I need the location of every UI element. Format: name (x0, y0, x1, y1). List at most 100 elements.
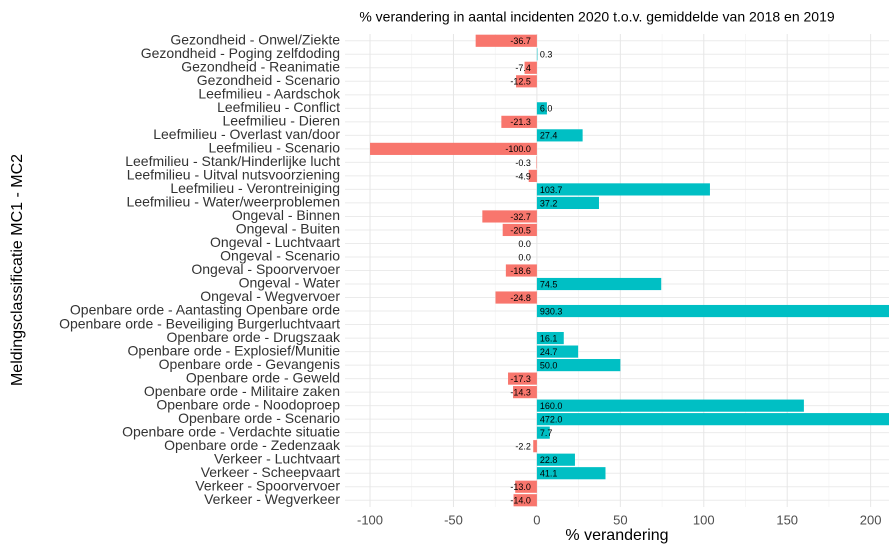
y-tick-label: Openbare orde - Verdachte situatie (122, 423, 340, 439)
y-tick-label: Openbare orde - Geweld (186, 369, 340, 385)
value-label: 103.7 (540, 185, 563, 195)
y-tick-label: Openbare orde - Beveiliging Burgerluchtv… (59, 315, 340, 331)
y-tick-label: Ongeval - Spoorvervoer (191, 261, 340, 277)
bar (501, 115, 537, 128)
value-label: -12.5 (510, 77, 531, 87)
y-tick-label: Leefmilieu - Overlast van/door (153, 126, 340, 142)
y-tick-label: Openbare orde - Zedenzaak (164, 437, 341, 453)
y-tick-label: Leefmilieu - Stank/Hinderlijke lucht (125, 153, 340, 169)
y-tick-label: Verkeer - Spoorvervoer (195, 477, 340, 493)
value-label: 50.0 (540, 360, 558, 370)
y-axis-title: Meldingsclassificatie MC1 - MC2 (9, 154, 26, 386)
bar (536, 331, 564, 345)
x-tick-label: 100 (693, 512, 715, 527)
bar (516, 75, 537, 88)
x-tick-label: 50 (613, 512, 627, 527)
bar (536, 48, 538, 61)
value-label: -2.2 (515, 442, 531, 452)
bar (536, 196, 599, 210)
y-tick-label: Leefmilieu - Dieren (223, 113, 341, 129)
value-label: -4.9 (515, 171, 531, 181)
y-tick-label: Ongeval - Water (239, 275, 341, 291)
chart-title: % verandering in aantal incidenten 2020 … (359, 9, 835, 25)
value-label: -17.3 (510, 374, 531, 384)
bar (508, 372, 537, 385)
value-label: 0.0 (518, 239, 531, 249)
y-tick-label: Openbare orde - Explosief/Munitie (128, 342, 341, 358)
value-label: 6.0 (540, 104, 553, 114)
bar (495, 291, 537, 304)
value-label: 16.1 (540, 333, 558, 343)
bar (515, 480, 537, 493)
bar (475, 34, 537, 47)
y-tick-label: Gezondheid - Scenario (197, 72, 340, 88)
value-label: 472.0 (540, 415, 563, 425)
value-label: -100.0 (505, 144, 531, 154)
bar (536, 129, 583, 142)
bar (536, 277, 662, 291)
value-label: 74.5 (540, 279, 558, 289)
value-label: -14.0 (510, 496, 531, 506)
value-label: -13.0 (510, 482, 531, 492)
x-tick-label: -50 (444, 512, 463, 527)
y-tick-label: Ongeval - Luchtvaart (210, 234, 340, 250)
y-tick-label: Ongeval - Scenario (220, 248, 340, 264)
value-label: -20.5 (510, 225, 531, 235)
x-tick-label: 200 (860, 512, 882, 527)
x-tick-label: -100 (357, 512, 383, 527)
bar (502, 223, 537, 237)
value-label: -0.3 (515, 158, 531, 168)
y-tick-label: Openbare orde - Militaire zaken (144, 383, 340, 399)
value-label: 37.2 (540, 198, 558, 208)
y-tick-label: Leefmilieu - Water/weerproblemen (127, 194, 340, 210)
y-tick-label: Openbare orde - Noodoproep (156, 396, 340, 412)
value-label: 930.3 (540, 306, 563, 316)
bar (524, 61, 537, 74)
bar (536, 345, 579, 358)
bar (536, 156, 537, 169)
value-label: 0.3 (540, 50, 553, 60)
value-label: 27.4 (540, 131, 558, 141)
bar (528, 169, 537, 182)
bar (536, 453, 575, 466)
bar (513, 494, 537, 507)
y-tick-label: Leefmilieu - Scenario (208, 140, 340, 156)
y-tick-label: Openbare orde - Aantasting Openbare orde (70, 302, 340, 318)
y-tick-label: Verkeer - Wegverkeer (204, 491, 340, 507)
value-label: 41.1 (540, 469, 558, 479)
y-tick-label: Leefmilieu - Uitval nutsvoorziening (127, 167, 340, 183)
y-tick-label: Ongeval - Binnen (232, 207, 340, 223)
value-label: -18.6 (510, 266, 531, 276)
y-tick-label: Openbare orde - Scenario (178, 410, 340, 426)
y-tick-label: Gezondheid - Poging zelfdoding (141, 45, 340, 61)
x-tick-label: 0 (533, 512, 540, 527)
bar (536, 399, 804, 412)
y-tick-label: Gezondheid - Reanimatie (181, 58, 340, 74)
value-label: -24.8 (510, 293, 531, 303)
plot-area (370, 34, 889, 507)
value-label: 0.0 (518, 252, 531, 262)
y-tick-label: Gezondheid - Onwel/Ziekte (170, 31, 340, 47)
y-tick-label: Verkeer - Scheepvaart (201, 464, 340, 480)
x-tick-label: 150 (776, 512, 798, 527)
bar (536, 102, 547, 115)
value-label: 22.8 (540, 455, 558, 465)
bar (536, 183, 710, 196)
value-label: 160.0 (540, 401, 563, 411)
bar (505, 264, 537, 277)
bar (536, 413, 889, 426)
x-axis-title: % verandering (565, 527, 668, 544)
bar (533, 440, 537, 453)
bar (536, 359, 621, 372)
bar (536, 304, 889, 318)
value-label: -36.7 (510, 36, 531, 46)
bar (536, 467, 606, 480)
y-tick-label: Verkeer - Luchtvaart (214, 450, 340, 466)
value-label: -21.3 (510, 117, 531, 127)
y-tick-label: Leefmilieu - Verontreiniging (170, 180, 340, 196)
bar (513, 386, 537, 399)
y-tick-label: Openbare orde - Drugszaak (166, 329, 341, 345)
bar (482, 210, 537, 223)
value-label: -14.3 (510, 388, 531, 398)
